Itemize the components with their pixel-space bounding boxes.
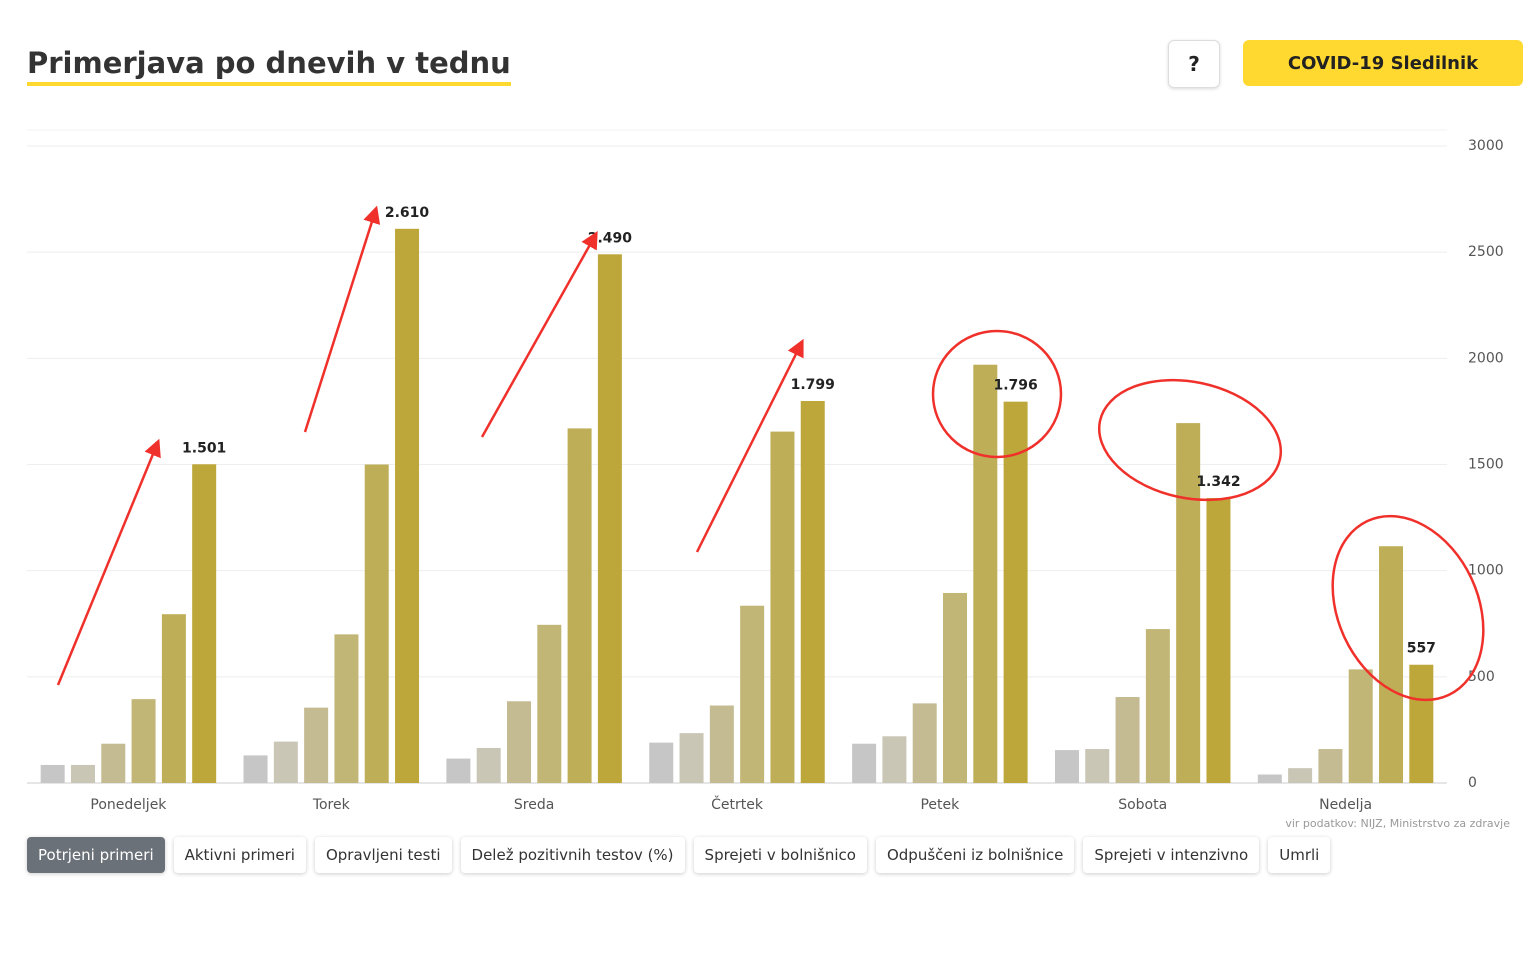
tab[interactable]: Potrjeni primeri (27, 837, 165, 873)
tab[interactable]: Sprejeti v intenzivno (1083, 837, 1260, 873)
bar (882, 736, 907, 783)
data-label: 1.501 (182, 440, 226, 456)
x-tick-label: Nedelja (1319, 797, 1372, 813)
bar (1288, 768, 1313, 783)
circle (1331, 514, 1485, 702)
x-tick-label: Petek (920, 797, 960, 813)
data-label: 2.490 (588, 230, 633, 246)
y-tick-label: 1500 (1468, 457, 1504, 473)
y-tick-label: 1000 (1468, 563, 1504, 579)
bar (1348, 669, 1373, 783)
bar (1003, 401, 1028, 783)
bar (912, 703, 937, 783)
data-label: 2.610 (385, 205, 430, 221)
help-button[interactable]: ? (1168, 40, 1220, 88)
bar (131, 699, 156, 783)
bar (1318, 749, 1343, 783)
y-tick-label: 3000 (1468, 138, 1504, 154)
circle (1097, 378, 1283, 502)
y-tick-label: 500 (1468, 669, 1495, 685)
bar (740, 605, 765, 783)
bar (1257, 774, 1282, 783)
bar (70, 764, 95, 783)
data-label: 1.342 (1196, 474, 1240, 490)
tab[interactable]: Umrli (1268, 837, 1331, 873)
bar (1409, 664, 1434, 783)
tab-bar: Potrjeni primeri Aktivni primeri Opravljen… (27, 837, 1331, 873)
tab[interactable]: Delež pozitivnih testov (%) (460, 837, 685, 873)
arrow (695, 338, 804, 553)
tab[interactable]: Odpuščeni iz bolnišnice (875, 837, 1075, 873)
bar (1379, 546, 1404, 783)
tab[interactable]: Sprejeti v bolnišnico (693, 837, 867, 873)
tab[interactable]: Opravljeni testi (314, 837, 452, 873)
bar (395, 228, 420, 783)
bar (649, 742, 674, 783)
bar (709, 705, 734, 783)
bar (304, 707, 329, 783)
bar (446, 758, 471, 783)
bar (1054, 750, 1079, 783)
bar (1176, 423, 1201, 783)
bar (1145, 629, 1170, 783)
y-tick-label: 0 (1468, 775, 1477, 791)
bar (273, 741, 298, 783)
bar (506, 701, 531, 783)
annotations (56, 205, 1485, 702)
x-tick-label: Torek (312, 797, 351, 813)
bar (800, 401, 825, 783)
bar (243, 755, 268, 783)
bar (943, 592, 968, 783)
bar (101, 743, 126, 783)
y-tick-label: 2500 (1468, 244, 1504, 260)
bar (597, 254, 622, 784)
y-tick-label: 2000 (1468, 350, 1504, 366)
data-label: 1.796 (993, 378, 1037, 394)
tab[interactable]: Aktivni primeri (173, 837, 306, 873)
data-label: 1.799 (791, 377, 835, 393)
arrow (56, 438, 161, 686)
arrow (303, 205, 381, 433)
bar (476, 747, 501, 783)
source-note: vir podatkov: NIJZ, Ministrstvo za zdrav… (1285, 817, 1510, 830)
bar (192, 464, 217, 783)
x-tick-label: Sobota (1118, 797, 1167, 813)
bar (679, 733, 704, 783)
bar (40, 764, 65, 783)
circle (931, 329, 1063, 459)
bar (770, 431, 795, 783)
bar (1115, 697, 1140, 783)
bar (537, 624, 562, 783)
bar (334, 634, 359, 783)
bar (161, 614, 186, 783)
data-label: 557 (1407, 641, 1436, 657)
bar (852, 743, 877, 783)
bar (364, 464, 389, 783)
x-tick-label: Ponedeljek (90, 797, 167, 813)
page-title: Primerjava po dnevih v tednu (27, 44, 511, 86)
x-tick-label: Sreda (514, 797, 554, 813)
brand-button[interactable]: COVID-19 Sledilnik (1243, 40, 1523, 86)
arrow (480, 230, 598, 438)
bar (1085, 749, 1110, 783)
bar (1206, 498, 1231, 783)
x-tick-label: Četrtek (711, 795, 764, 813)
bar (567, 428, 592, 783)
bar (973, 364, 998, 783)
